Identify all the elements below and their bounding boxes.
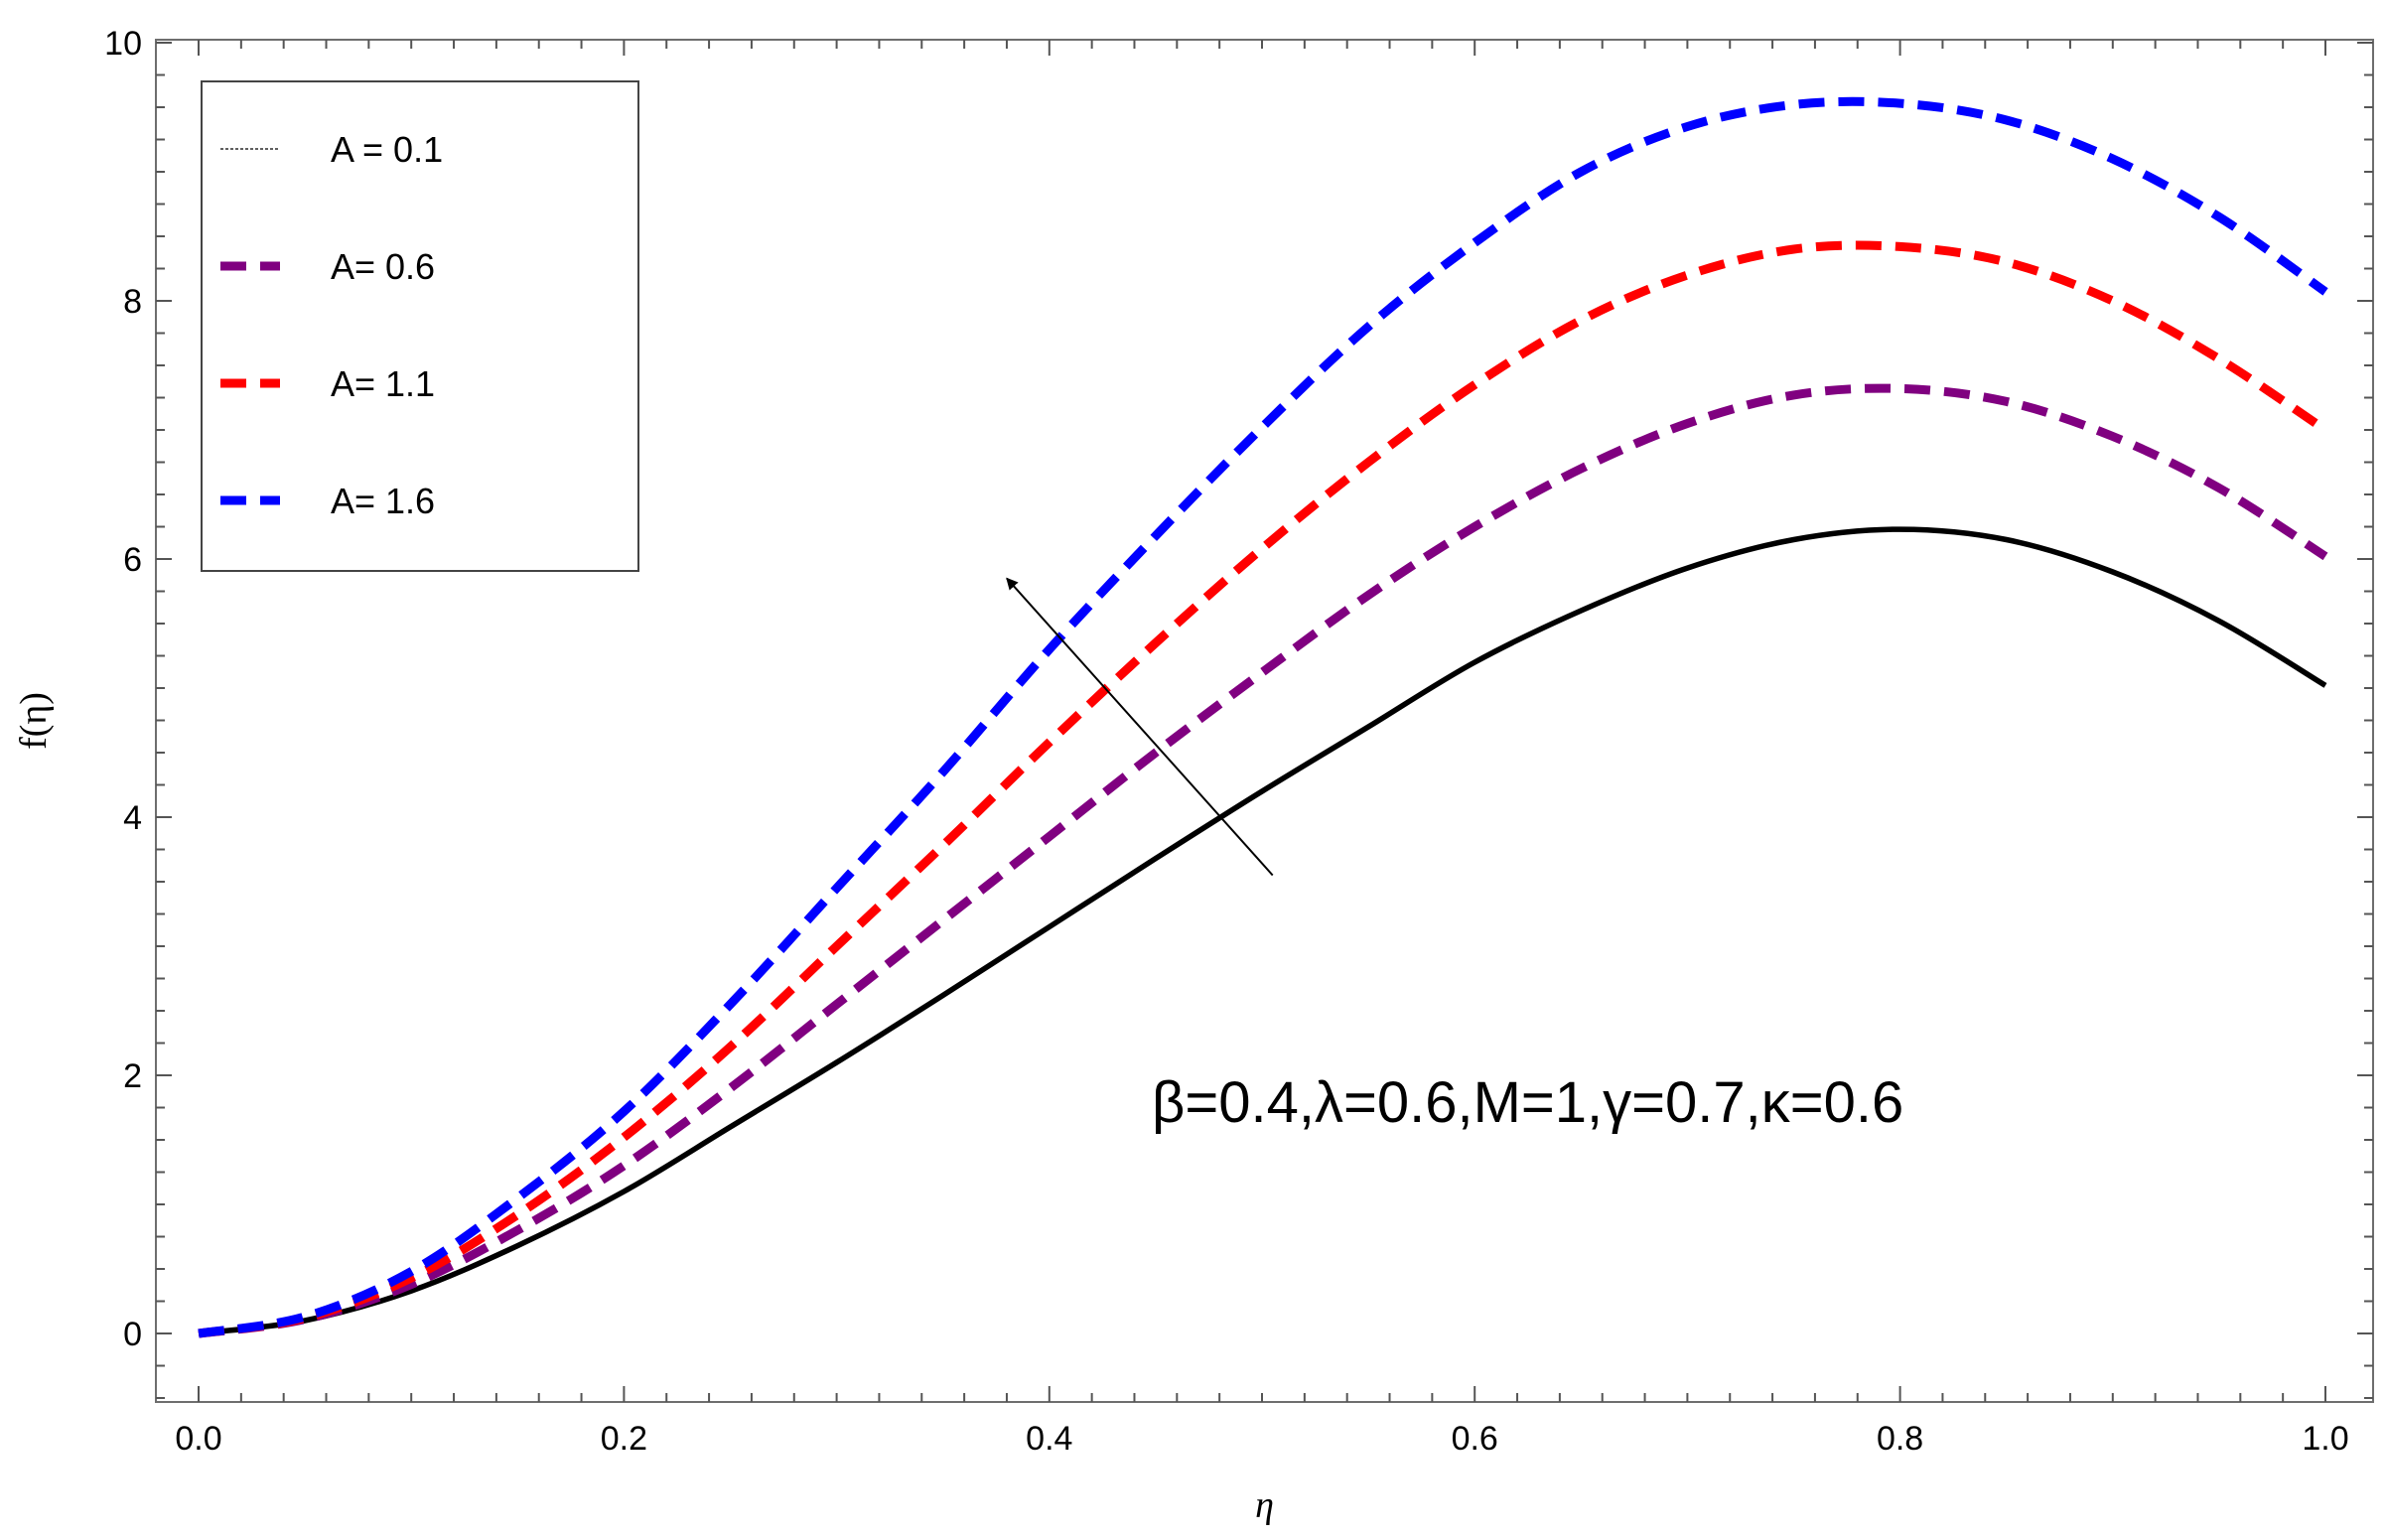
x-tick-label: 0.6 <box>1452 1420 1498 1458</box>
x-tick-label: 0.2 <box>601 1420 647 1458</box>
y-axis-label: f(η) <box>13 692 55 750</box>
y-tick-label: 8 <box>123 283 142 321</box>
y-tick-label: 4 <box>123 799 142 837</box>
params-annotation: β=0.4,λ=0.6,M=1,γ=0.7,κ=0.6 <box>1152 1070 1903 1135</box>
legend: A = 0.1 A= 0.6 A= 1.1 A= 1.6 <box>201 80 639 572</box>
legend-label-0: A = 0.1 <box>331 129 443 170</box>
legend-label-3: A= 1.6 <box>331 481 435 521</box>
x-tick-label: 1.0 <box>2302 1420 2348 1458</box>
x-tick-label: 0.0 <box>175 1420 221 1458</box>
y-tick-label: 0 <box>123 1316 142 1353</box>
series-line-0 <box>198 526 2327 1336</box>
series-line-3 <box>198 96 2328 1338</box>
legend-label-2: A= 1.1 <box>331 363 435 404</box>
y-tick-label: 10 <box>104 25 142 63</box>
x-tick-label: 0.8 <box>1877 1420 1923 1458</box>
y-tick-label: 2 <box>123 1057 142 1095</box>
axis-tick-labels: 0.0 0.2 0.4 0.6 0.8 1.0 0 2 4 6 8 10 <box>104 25 2348 1458</box>
legend-label-1: A= 0.6 <box>331 246 435 287</box>
x-axis-label: η <box>1255 1484 1274 1526</box>
trend-arrow <box>1006 577 1274 877</box>
axis-ticks <box>156 40 2373 1402</box>
series-layer <box>198 96 2328 1338</box>
series-line-2 <box>198 240 2328 1338</box>
x-tick-label: 0.4 <box>1026 1420 1072 1458</box>
legend-box <box>201 80 639 572</box>
y-tick-label: 6 <box>123 541 142 579</box>
series-line-1 <box>198 383 2328 1338</box>
